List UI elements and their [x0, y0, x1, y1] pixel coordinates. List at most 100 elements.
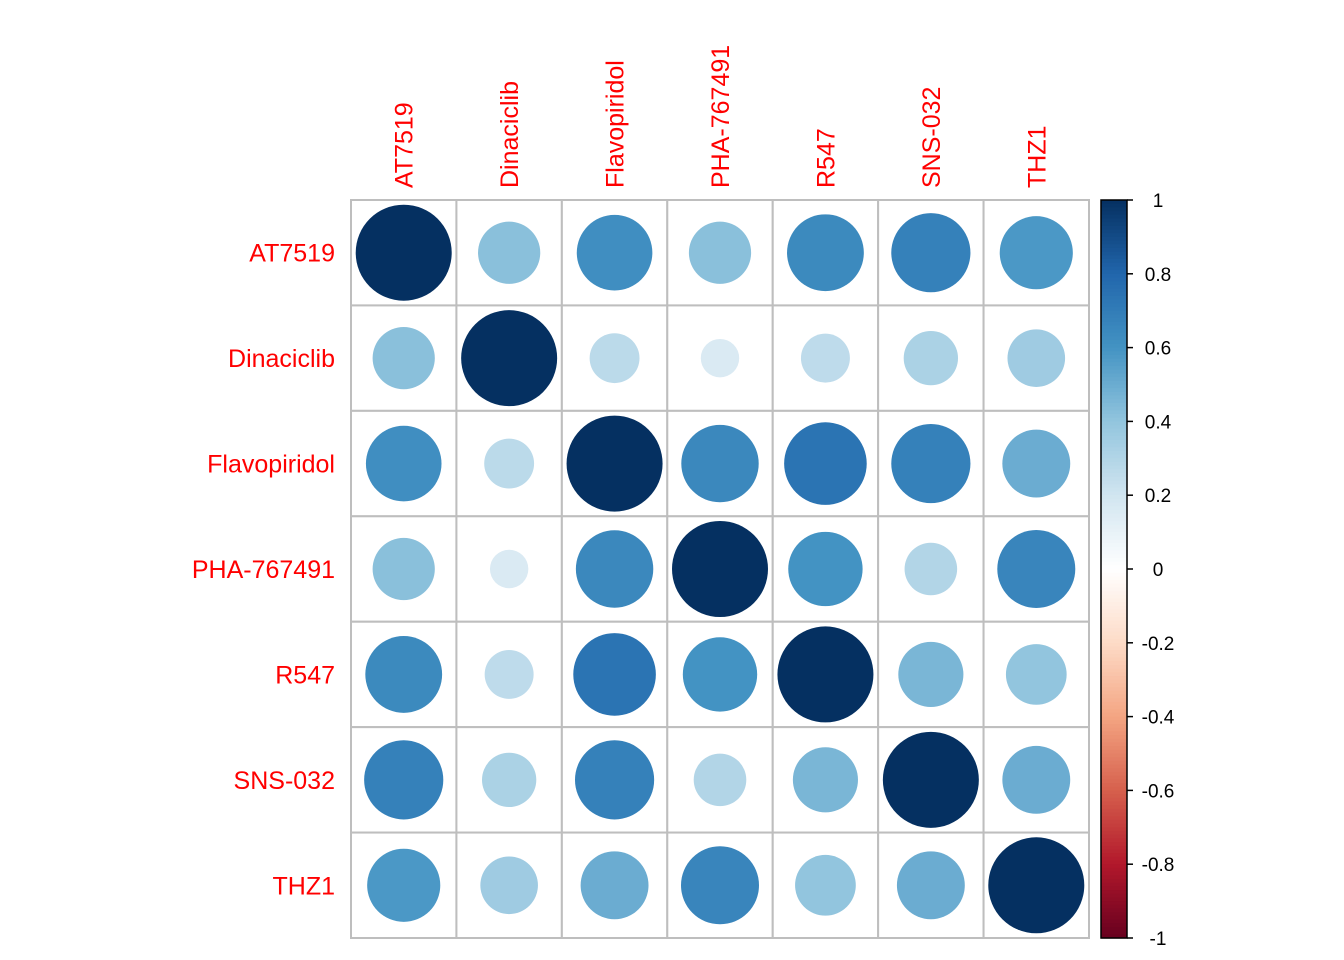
colorbar-tick-label: -0.6: [1142, 781, 1175, 802]
colorbar-segment: [1101, 864, 1127, 869]
colorbar-segment: [1101, 576, 1127, 581]
matrix-cells: [350, 199, 1090, 939]
colorbar-segment: [1101, 292, 1127, 297]
colorbar-segment: [1101, 897, 1127, 902]
colorbar-segment: [1101, 502, 1127, 507]
colorbar-segment: [1101, 473, 1127, 478]
colorbar-segment: [1101, 535, 1127, 541]
colorbar-segment: [1101, 259, 1127, 264]
colorbar-segment: [1101, 609, 1127, 614]
colorbar-segment: [1101, 303, 1127, 308]
colorbar-segment: [1101, 583, 1127, 589]
colorbar-segment: [1101, 709, 1127, 714]
colorbar-tick-label: 1: [1153, 191, 1164, 212]
colorbar-segment: [1101, 307, 1127, 312]
correlation-circle-Dinaciclib-SNS-032: [903, 330, 959, 386]
colorbar-segment: [1101, 819, 1127, 825]
colorbar-segment: [1101, 786, 1127, 791]
colorbar-segment: [1101, 727, 1127, 732]
colorbar-segment: [1101, 587, 1127, 592]
colorbar-segment: [1101, 391, 1127, 397]
colorbar-segment: [1101, 266, 1127, 271]
correlation-circle-THZ1-PHA-767491: [681, 846, 759, 925]
colorbar-segment: [1101, 295, 1127, 301]
colorbar-segment: [1101, 849, 1127, 854]
colorbar-segment: [1101, 794, 1127, 799]
colorbar-segment: [1101, 650, 1127, 655]
colorbar-segment: [1101, 764, 1127, 769]
colorbar-segment: [1101, 281, 1127, 286]
colorbar-segment: [1101, 930, 1127, 935]
colorbar-tick-label: 0.4: [1145, 412, 1172, 433]
correlation-circle-Dinaciclib-Flavopiridol: [589, 333, 640, 384]
colorbar-segment: [1101, 886, 1127, 891]
colorbar-segment: [1101, 620, 1127, 625]
colorbar-segment: [1101, 676, 1127, 681]
colorbar-segment: [1101, 244, 1127, 249]
colorbar-segment: [1101, 439, 1127, 445]
colorbar-segment: [1101, 812, 1127, 817]
matrix-cell: [982, 304, 1090, 412]
colorbar-segment: [1101, 602, 1127, 607]
colorbar-segment: [1101, 934, 1127, 939]
colorbar-segment: [1101, 491, 1127, 496]
colorbar-segment: [1101, 262, 1127, 268]
correlation-circle-AT7519-THZ1: [999, 216, 1073, 290]
colorbar-segment: [1101, 690, 1127, 696]
correlation-circle-AT7519-PHA-767491: [688, 221, 752, 284]
correlation-circle-PHA-767491-SNS-032: [904, 542, 958, 596]
column-label: THZ1: [1023, 126, 1051, 189]
colorbar-segment: [1101, 329, 1127, 334]
colorbar-segment: [1101, 775, 1127, 780]
colorbar-segment: [1101, 901, 1127, 906]
colorbar-segment: [1101, 380, 1127, 386]
colorbar-segment: [1101, 255, 1127, 260]
correlation-circle-R547-Dinaciclib: [484, 649, 534, 699]
correlation-circle-Flavopiridol-Flavopiridol: [566, 415, 663, 512]
colorbar-segment: [1101, 746, 1127, 751]
colorbar-segment: [1101, 225, 1127, 231]
colorbar-tick-label: -1: [1150, 929, 1167, 950]
colorbar-segment: [1101, 893, 1127, 899]
colorbar-segment: [1101, 830, 1127, 836]
colorbar-segment: [1101, 310, 1127, 315]
colorbar-segment: [1101, 458, 1127, 463]
correlation-circle-R547-AT7519: [365, 636, 443, 713]
colorbar-segment: [1101, 351, 1127, 356]
colorbar-segment: [1101, 506, 1127, 511]
colorbar-segment: [1101, 801, 1127, 806]
colorbar-segment: [1101, 484, 1127, 489]
colorbar-segment: [1101, 594, 1127, 600]
colorbar-segment: [1101, 912, 1127, 917]
correlation-circle-Flavopiridol-SNS-032: [891, 423, 971, 504]
colorbar-segment: [1101, 845, 1127, 851]
matrix-cell: [666, 726, 774, 834]
colorbar-segment: [1101, 646, 1127, 651]
colorbar-segment: [1101, 384, 1127, 389]
colorbar-segment: [1101, 450, 1127, 456]
colorbar-segment: [1101, 454, 1127, 459]
colorbar-segment: [1101, 340, 1127, 345]
correlation-circle-SNS-032-R547: [792, 747, 858, 813]
correlation-circle-SNS-032-Flavopiridol: [574, 740, 655, 820]
colorbar-segment: [1101, 214, 1127, 220]
colorbar-segment: [1101, 343, 1127, 349]
colorbar-segment: [1101, 779, 1127, 784]
column-label: AT7519: [391, 102, 419, 188]
colorbar-segment: [1101, 240, 1127, 245]
column-label: SNS-032: [918, 87, 946, 188]
correlation-circle-PHA-767491-Dinaciclib: [489, 549, 529, 589]
colorbar-tick-label: -0.8: [1142, 855, 1175, 876]
colorbar-segment: [1101, 878, 1127, 884]
colorbar-tick-label: -0.2: [1142, 634, 1175, 655]
colorbar-segment: [1101, 838, 1127, 843]
colorbar-segment: [1101, 273, 1127, 279]
colorbar-segment: [1101, 461, 1127, 467]
correlation-circle-THZ1-THZ1: [988, 837, 1085, 934]
colorbar-segment: [1101, 827, 1127, 832]
row-label: Dinaciclib: [228, 345, 335, 373]
colorbar-segment: [1101, 616, 1127, 622]
colorbar-segment: [1101, 211, 1127, 216]
colorbar-segment: [1101, 631, 1127, 637]
correlation-circle-R547-R547: [777, 626, 874, 723]
